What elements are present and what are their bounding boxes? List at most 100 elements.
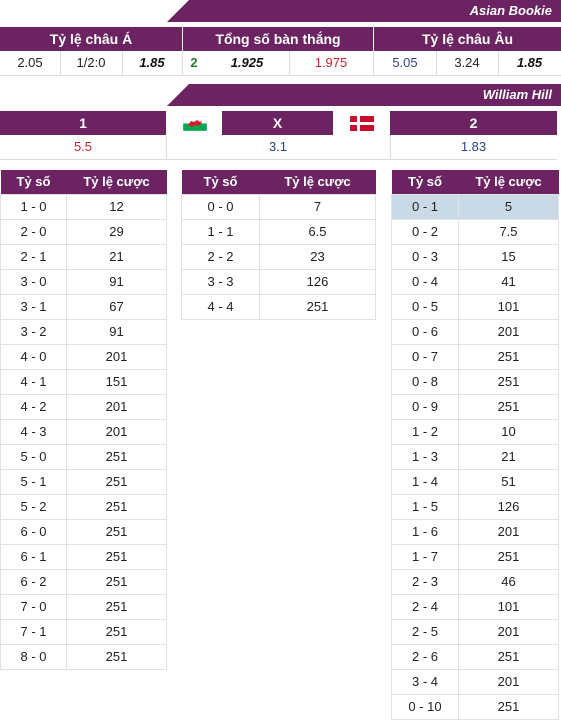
odds-cell: 23	[259, 243, 376, 270]
odds-cell: 5	[458, 193, 559, 220]
away-win-header: 2	[390, 111, 557, 135]
score-cell: 7 - 1	[0, 618, 67, 645]
score-cell: 3 - 3	[181, 268, 260, 295]
total-goals-line: 2	[190, 55, 198, 70]
table-row: 0 - 10 251	[391, 693, 559, 720]
score-cell: 2 - 2	[181, 243, 260, 270]
score-cell: 4 - 4	[181, 293, 260, 320]
score-cell: 0 - 7	[391, 343, 459, 370]
odds-cell: 46	[458, 568, 559, 595]
score-cell: 1 - 0	[0, 193, 67, 220]
odds-cell: 251	[66, 518, 167, 545]
odds-cell: 91	[66, 268, 167, 295]
odds-cell: 7.5	[458, 218, 559, 245]
score-cell: 6 - 1	[0, 543, 67, 570]
score-cell: 4 - 3	[0, 418, 67, 445]
william-home-odds: 5.5	[73, 139, 93, 154]
odds-cell: 201	[458, 668, 559, 695]
asian-odds-away: 1.85	[139, 55, 165, 70]
odds-cell: 41	[458, 268, 559, 295]
table-row: 5 - 2 251	[0, 493, 167, 520]
euro-odds-home: 5.05	[392, 55, 418, 70]
score-cell: 4 - 1	[0, 368, 67, 395]
table-row: 0 - 3 15	[391, 243, 559, 270]
total-goals-header: Tổng số bàn thắng	[183, 27, 373, 51]
score-cell: 3 - 0	[0, 268, 67, 295]
table-row: 2 - 6 251	[391, 643, 559, 670]
odds-cell: 7	[259, 193, 376, 220]
odds-cell: 6.5	[259, 218, 376, 245]
asian-odds-home: 2.05	[17, 55, 43, 70]
score-cell: 5 - 0	[0, 443, 67, 470]
table-row: 2 - 5 201	[391, 618, 559, 645]
table-row: 6 - 0 251	[0, 518, 167, 545]
score-cell: 2 - 6	[391, 643, 459, 670]
score-cell: 0 - 2	[391, 218, 459, 245]
table-row: 6 - 2 251	[0, 568, 167, 595]
odds-cell: 251	[458, 543, 559, 570]
odds-cell: 126	[259, 268, 376, 295]
table-row: 4 - 2 201	[0, 393, 167, 420]
score-cell: 0 - 6	[391, 318, 459, 345]
score-cell: 1 - 5	[391, 493, 459, 520]
table-row: 7 - 1 251	[0, 618, 167, 645]
table-row: 1 - 2 10	[391, 418, 559, 445]
table-row: 1 - 0 12	[0, 193, 167, 220]
odds-cell: 251	[66, 443, 167, 470]
odds-cell: 21	[458, 443, 559, 470]
score-cell: 0 - 5	[391, 293, 459, 320]
odds-cell: 251	[458, 368, 559, 395]
home-win-scores-table: Tỷ số Tỷ lệ cược 1 - 0 12 2 - 0 29 2 - 1 21 3 …	[0, 170, 167, 670]
euro-odds-draw: 3.24	[454, 55, 480, 70]
odds-cell: 101	[458, 593, 559, 620]
asian-handicap-line: 1/2:0	[76, 55, 106, 70]
col-score-header: Tỷ số	[181, 170, 260, 194]
william-hill-banner: William Hill	[167, 84, 561, 106]
odds-cell: 201	[66, 393, 167, 420]
table-row: 2 - 2 23	[181, 243, 376, 270]
odds-cell: 67	[66, 293, 167, 320]
table-row: 6 - 1 251	[0, 543, 167, 570]
table-row: 0 - 8 251	[391, 368, 559, 395]
table-row: 1 - 4 51	[391, 468, 559, 495]
table-row: 4 - 3 201	[0, 418, 167, 445]
odds-cell: 251	[458, 643, 559, 670]
odds-cell: 251	[458, 693, 559, 720]
wales-flag-icon	[182, 115, 208, 132]
odds-cell: 251	[66, 618, 167, 645]
odds-cell: 251	[259, 293, 376, 320]
score-cell: 0 - 3	[391, 243, 459, 270]
table-row: 1 - 7 251	[391, 543, 559, 570]
score-cell: 4 - 2	[0, 393, 67, 420]
william-draw-odds: 3.1	[268, 139, 288, 154]
odds-cell: 251	[66, 643, 167, 670]
table-row: 0 - 6 201	[391, 318, 559, 345]
table-row: 2 - 0 29	[0, 218, 167, 245]
odds-cell: 201	[458, 618, 559, 645]
score-cell: 2 - 3	[391, 568, 459, 595]
col-odds-header: Tỷ lệ cược	[259, 170, 376, 194]
table-row: 0 - 7 251	[391, 343, 559, 370]
odds-cell: 21	[66, 243, 167, 270]
col-score-header: Tỷ số	[391, 170, 459, 194]
score-cell: 1 - 2	[391, 418, 459, 445]
table-row: 4 - 1 151	[0, 368, 167, 395]
odds-cell: 201	[458, 318, 559, 345]
col-odds-header: Tỷ lệ cược	[66, 170, 167, 194]
table-row: 0 - 5 101	[391, 293, 559, 320]
score-cell: 0 - 10	[391, 693, 459, 720]
odds-cell: 91	[66, 318, 167, 345]
score-cell: 4 - 0	[0, 343, 67, 370]
odds-cell: 201	[66, 418, 167, 445]
score-cell: 6 - 2	[0, 568, 67, 595]
table-row: 0 - 2 7.5	[391, 218, 559, 245]
score-cell: 3 - 1	[0, 293, 67, 320]
score-cell: 3 - 2	[0, 318, 67, 345]
score-cell: 7 - 0	[0, 593, 67, 620]
table-row: 7 - 0 251	[0, 593, 167, 620]
table-row: 1 - 3 21	[391, 443, 559, 470]
home-win-header: 1	[0, 111, 166, 135]
